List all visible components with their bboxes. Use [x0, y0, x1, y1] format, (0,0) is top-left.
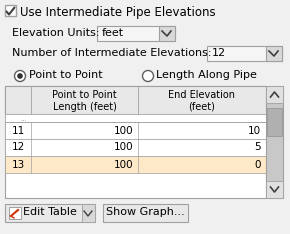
Circle shape [14, 70, 26, 81]
Bar [5, 5, 16, 16]
Text: Length Along Pipe: Length Along Pipe [157, 70, 258, 80]
Text: 12: 12 [212, 48, 226, 58]
Bar [266, 86, 283, 198]
Bar [266, 86, 283, 103]
Text: 0: 0 [255, 160, 261, 169]
Bar [5, 86, 266, 198]
Bar [5, 122, 266, 139]
Text: End Elevation
(feet): End Elevation (feet) [168, 90, 235, 112]
Bar [267, 108, 282, 136]
Text: ...: ... [20, 116, 27, 122]
Bar [5, 114, 266, 122]
Text: 12: 12 [11, 143, 25, 153]
Text: Number of Intermediate Elevations:: Number of Intermediate Elevations: [12, 48, 211, 58]
Bar [82, 204, 95, 222]
Bar [5, 156, 266, 173]
Text: 10: 10 [248, 125, 261, 135]
Bar [207, 46, 282, 61]
Text: Show Graph...: Show Graph... [106, 207, 184, 217]
Text: 100: 100 [113, 143, 133, 153]
Bar [266, 181, 283, 198]
Bar [9, 207, 21, 219]
Text: 100: 100 [113, 160, 133, 169]
Text: 13: 13 [11, 160, 25, 169]
Bar [103, 204, 188, 222]
Text: Edit Table: Edit Table [23, 207, 77, 217]
Text: 11: 11 [11, 125, 25, 135]
Bar [5, 204, 95, 222]
Bar [5, 139, 266, 156]
Bar [5, 86, 266, 114]
Text: feet: feet [102, 28, 124, 38]
Text: Use Intermediate Pipe Elevations: Use Intermediate Pipe Elevations [20, 6, 216, 19]
Bar [159, 26, 175, 41]
Text: Elevation Units:: Elevation Units: [12, 28, 99, 38]
Circle shape [142, 70, 153, 81]
Text: 100: 100 [113, 125, 133, 135]
Bar [266, 46, 282, 61]
Text: 5: 5 [254, 143, 261, 153]
Text: Point to Point
Length (feet): Point to Point Length (feet) [52, 90, 117, 112]
Text: Point to Point: Point to Point [29, 70, 103, 80]
Circle shape [17, 73, 23, 79]
Bar [97, 26, 175, 41]
